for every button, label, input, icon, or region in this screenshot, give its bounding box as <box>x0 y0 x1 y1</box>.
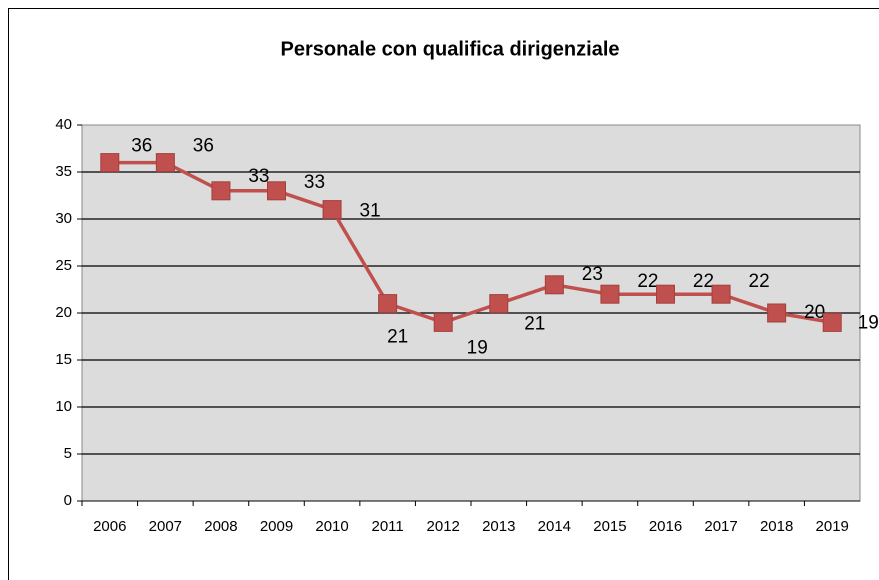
x-tick-label: 2016 <box>649 518 682 535</box>
data-point <box>600 284 620 304</box>
data-label: 22 <box>749 271 770 292</box>
data-point <box>822 312 842 332</box>
x-tick-label: 2018 <box>760 518 793 535</box>
data-label: 33 <box>304 172 325 193</box>
data-point <box>322 200 342 220</box>
x-tick-label: 2006 <box>93 518 126 535</box>
data-label: 23 <box>582 264 603 285</box>
x-tick-label: 2012 <box>427 518 460 535</box>
data-label: 36 <box>193 136 214 157</box>
x-tick-label: 2008 <box>204 518 237 535</box>
data-point <box>544 275 564 295</box>
y-tick-label: 25 <box>55 257 72 274</box>
data-point <box>100 153 120 173</box>
y-tick-label: 15 <box>55 351 72 368</box>
x-tick-label: 2019 <box>816 518 849 535</box>
x-tick-label: 2013 <box>482 518 515 535</box>
data-label: 20 <box>804 302 825 323</box>
x-tick-label: 2017 <box>704 518 737 535</box>
data-label: 19 <box>467 337 488 358</box>
y-tick-label: 0 <box>64 492 72 509</box>
x-tick-label: 2011 <box>372 518 404 535</box>
x-tick-label: 2007 <box>149 518 182 535</box>
x-tick-label: 2015 <box>593 518 626 535</box>
data-point <box>489 294 509 314</box>
data-label: 21 <box>387 327 408 348</box>
x-tick-label: 2014 <box>538 518 571 535</box>
data-point <box>656 284 675 304</box>
data-point <box>267 181 286 201</box>
data-label: 31 <box>360 201 381 222</box>
y-tick-label: 10 <box>55 398 72 415</box>
data-label: 33 <box>248 166 269 187</box>
x-tick-label: 2009 <box>260 518 293 535</box>
data-label: 36 <box>131 136 152 157</box>
y-tick-label: 40 <box>55 116 72 133</box>
y-tick-label: 20 <box>55 304 72 321</box>
data-point <box>767 303 787 323</box>
y-tick-label: 30 <box>55 210 72 227</box>
data-point <box>211 181 231 201</box>
x-tick-label: 2010 <box>315 518 348 535</box>
data-point <box>711 284 731 304</box>
data-point <box>378 294 398 314</box>
y-tick-label: 35 <box>55 163 72 180</box>
data-point <box>433 312 453 332</box>
y-tick-label: 5 <box>64 445 72 462</box>
data-label: 22 <box>693 271 714 292</box>
chart-title: Personale con qualifica dirigenziale <box>281 38 620 60</box>
data-point <box>155 153 175 173</box>
data-label: 21 <box>524 314 545 335</box>
data-label: 19 <box>858 312 879 333</box>
data-label: 22 <box>637 271 658 292</box>
